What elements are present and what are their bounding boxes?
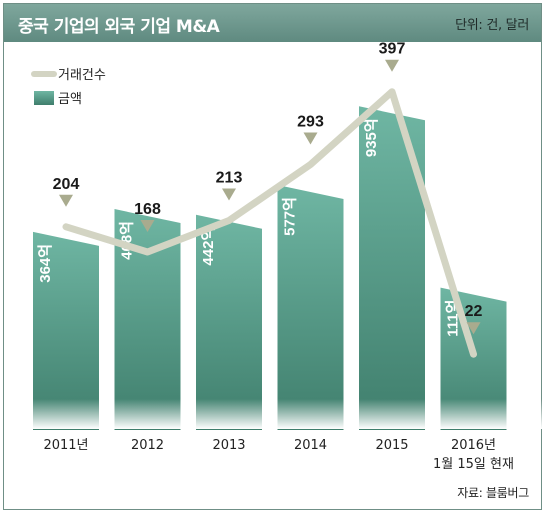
line-series: 204 168 213 293 397 22 <box>53 41 483 358</box>
legend-label: 거래건수 <box>58 68 106 83</box>
infographic-frame: 중국 기업의 외국 기업 M&A 단위: 건, 달러 거래건수 금액 364억 46… <box>3 3 543 510</box>
bar-value-label: 442억 <box>199 227 217 266</box>
line-point-marker <box>466 322 481 335</box>
line-point-marker <box>222 188 236 201</box>
line-point-marker <box>59 194 73 207</box>
bar-2 <box>196 214 262 430</box>
x-tick-sublabel: 1월 15일 현재 <box>433 457 514 472</box>
legend-label: 금액 <box>58 92 82 107</box>
bar-value-label: 577억 <box>281 197 299 236</box>
line-point-marker <box>303 132 318 145</box>
bar-0 <box>33 231 99 430</box>
x-tick-label: 2015 <box>375 438 408 453</box>
x-axis-labels: 2011년 2012 2013 2014 2015 2016년 1월 15일 현재 <box>43 438 513 472</box>
line-point-marker <box>140 220 155 232</box>
bar-1 <box>114 209 181 430</box>
line-value-label: 204 <box>53 176 80 193</box>
x-tick-label: 2013 <box>212 438 245 453</box>
x-tick-label: 2012 <box>131 438 164 453</box>
x-tick-label: 2011년 <box>43 438 88 453</box>
line-value-label: 293 <box>297 114 324 131</box>
line-value-label: 168 <box>134 201 161 218</box>
bar-3 <box>277 185 344 430</box>
x-tick-label: 2016년 <box>451 438 496 453</box>
bar-fade <box>4 399 543 429</box>
title-bar: 중국 기업의 외국 기업 M&A 단위: 건, 달러 <box>4 4 541 42</box>
bar-value-label: 364억 <box>36 244 54 283</box>
bar-5 <box>440 287 507 430</box>
chart-title: 중국 기업의 외국 기업 M&A <box>18 17 220 37</box>
source-note: 자료: 블룸버그 <box>457 486 529 500</box>
line-point-marker <box>385 59 399 72</box>
line-path <box>62 88 477 358</box>
x-tick-label: 2014 <box>294 438 327 453</box>
bar-4 <box>359 106 425 431</box>
line-value-label: 22 <box>465 303 483 320</box>
legend-bar-swatch <box>34 91 54 105</box>
line-value-label: 213 <box>216 170 243 187</box>
unit-note: 단위: 건, 달러 <box>455 18 529 33</box>
line-value-label: 397 <box>379 41 406 58</box>
bar-value-label: 935억 <box>362 118 380 157</box>
